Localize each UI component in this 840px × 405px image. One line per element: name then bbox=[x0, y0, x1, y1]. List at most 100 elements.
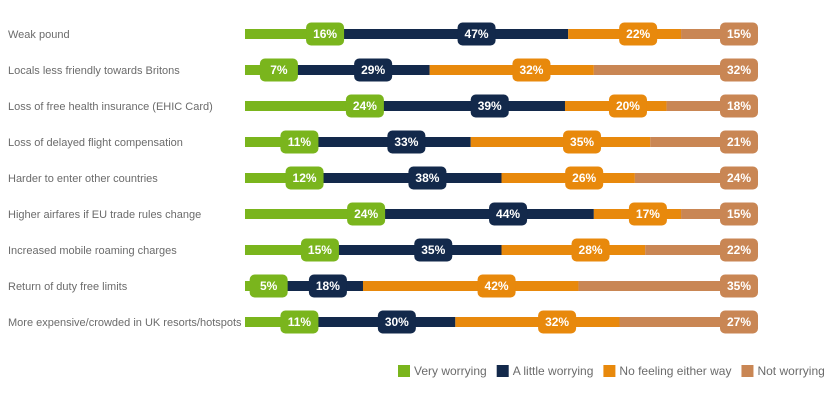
value-label-a-little-worrying: 30% bbox=[373, 310, 416, 334]
value-label-not-worrying: 15% bbox=[716, 22, 758, 46]
value-label-no-feeling-either-way: 20% bbox=[604, 94, 647, 118]
bar-segment-not-worrying bbox=[650, 137, 758, 147]
value-text: 35% bbox=[570, 135, 594, 149]
value-text: 42% bbox=[485, 279, 509, 293]
bar-segment-not-worrying bbox=[645, 245, 758, 255]
value-label-not-worrying: 18% bbox=[716, 94, 758, 118]
bar-segment-not-worrying bbox=[666, 101, 758, 111]
value-text: 15% bbox=[727, 27, 751, 41]
value-label-a-little-worrying: 47% bbox=[453, 22, 496, 46]
value-label-no-feeling-either-way: 42% bbox=[473, 274, 516, 298]
value-label-very-worrying: 12% bbox=[281, 166, 324, 190]
value-label-not-worrying: 32% bbox=[716, 58, 758, 82]
category-label-loss-of-free-health-insurance-ehic-card: Loss of free health insurance (EHIC Card… bbox=[8, 101, 213, 113]
legend-swatch bbox=[603, 365, 616, 377]
category-label-locals-less-friendly-towards-britons: Locals less friendly towards Britons bbox=[8, 65, 180, 77]
value-text: 12% bbox=[293, 171, 317, 185]
legend-item-very-worrying: Very worrying bbox=[398, 364, 487, 378]
bar-row: 11% 30% 32% 27% bbox=[245, 310, 758, 334]
value-label-very-worrying: 5% bbox=[245, 274, 288, 298]
value-label-a-little-worrying: 39% bbox=[466, 94, 509, 118]
legend-label: Very worrying bbox=[414, 364, 487, 378]
value-label-a-little-worrying: 29% bbox=[350, 58, 393, 82]
value-text: 24% bbox=[727, 171, 751, 185]
value-label-not-worrying: 24% bbox=[716, 166, 758, 190]
value-text: 30% bbox=[385, 315, 409, 329]
value-label-no-feeling-either-way: 32% bbox=[508, 58, 551, 82]
bar-segment-very-worrying bbox=[245, 137, 302, 147]
value-text: 15% bbox=[308, 243, 332, 257]
value-text: 35% bbox=[727, 279, 751, 293]
value-label-no-feeling-either-way: 17% bbox=[624, 202, 667, 226]
legend-label: Not worrying bbox=[757, 364, 824, 378]
legend-item-not-worrying: Not worrying bbox=[741, 364, 825, 378]
bar-segment-very-worrying bbox=[245, 245, 322, 255]
bar-segment-not-worrying bbox=[634, 173, 758, 183]
category-label-higher-airfares-if-eu-trade-rules-change: Higher airfares if EU trade rules change bbox=[8, 209, 201, 221]
bar-segment-a-little-worrying bbox=[306, 173, 502, 183]
value-text: 17% bbox=[636, 207, 660, 221]
bar-row: 15% 35% 28% 22% bbox=[245, 238, 758, 262]
bar-segment-no-feeling-either-way bbox=[362, 281, 579, 291]
value-text: 32% bbox=[519, 63, 543, 77]
value-text: 26% bbox=[572, 171, 596, 185]
value-label-not-worrying: 21% bbox=[716, 130, 758, 154]
bar-row: 7% 29% 32% 32% bbox=[245, 58, 758, 82]
value-label-a-little-worrying: 44% bbox=[485, 202, 528, 226]
value-label-a-little-worrying: 18% bbox=[304, 274, 347, 298]
value-text: 32% bbox=[727, 63, 751, 77]
bar-rows: 16% 47% 22% 15% 7% 29% 32% 32% 24% 39% 20% 18% 11% 33… bbox=[245, 22, 758, 334]
category-label-more-expensive-crowded-in-uk-resorts-hotspots: More expensive/crowded in UK resorts/hot… bbox=[8, 317, 242, 329]
value-text: 29% bbox=[361, 63, 385, 77]
bar-row: 11% 33% 35% 21% bbox=[245, 130, 758, 154]
bar-row: 24% 39% 20% 18% bbox=[245, 94, 758, 118]
value-label-very-worrying: 11% bbox=[276, 310, 319, 334]
value-label-very-worrying: 15% bbox=[296, 238, 339, 262]
value-label-not-worrying: 27% bbox=[716, 310, 758, 334]
value-text: 18% bbox=[316, 279, 340, 293]
value-label-no-feeling-either-way: 26% bbox=[561, 166, 604, 190]
category-label-weak-pound: Weak pound bbox=[8, 29, 70, 41]
bar-segment-not-worrying bbox=[619, 317, 758, 327]
value-label-no-feeling-either-way: 22% bbox=[615, 22, 658, 46]
value-text: 35% bbox=[421, 243, 445, 257]
value-text: 5% bbox=[260, 279, 278, 293]
value-text: 28% bbox=[579, 243, 603, 257]
value-label-very-worrying: 16% bbox=[302, 22, 345, 46]
bar-segment-very-worrying bbox=[245, 29, 328, 39]
category-label-increased-mobile-roaming-charges: Increased mobile roaming charges bbox=[8, 245, 177, 257]
bar-segment-very-worrying bbox=[245, 173, 307, 183]
bar-segment-very-worrying bbox=[245, 101, 367, 111]
bar-row: 16% 47% 22% 15% bbox=[245, 22, 758, 46]
bar-row: 5% 18% 42% 35% bbox=[245, 274, 758, 298]
legend-item-no-feeling-either-way: No feeling either way bbox=[603, 364, 731, 378]
value-text: 44% bbox=[496, 207, 520, 221]
value-text: 7% bbox=[270, 63, 288, 77]
value-text: 32% bbox=[545, 315, 569, 329]
value-text: 11% bbox=[288, 315, 312, 329]
value-label-very-worrying: 24% bbox=[343, 202, 386, 226]
value-label-not-worrying: 22% bbox=[716, 238, 758, 262]
value-label-very-worrying: 11% bbox=[276, 130, 319, 154]
value-label-a-little-worrying: 35% bbox=[410, 238, 453, 262]
legend-label: No feeling either way bbox=[619, 364, 731, 378]
value-text: 22% bbox=[727, 243, 751, 257]
bar-segment-not-worrying bbox=[593, 65, 758, 75]
value-label-very-worrying: 7% bbox=[255, 58, 298, 82]
value-label-no-feeling-either-way: 32% bbox=[534, 310, 577, 334]
value-text: 21% bbox=[727, 135, 751, 149]
value-label-a-little-worrying: 33% bbox=[383, 130, 426, 154]
value-text: 15% bbox=[727, 207, 751, 221]
legend-label: A little worrying bbox=[513, 364, 594, 378]
bar-segment-very-worrying bbox=[245, 209, 369, 219]
value-label-no-feeling-either-way: 35% bbox=[559, 130, 602, 154]
bar-segment-a-little-worrying bbox=[368, 209, 594, 219]
legend-swatch bbox=[741, 365, 754, 377]
category-label-return-of-duty-free-limits: Return of duty free limits bbox=[8, 281, 128, 293]
value-text: 22% bbox=[626, 27, 650, 41]
value-label-not-worrying: 35% bbox=[716, 274, 758, 298]
value-text: 24% bbox=[353, 99, 377, 113]
bar-segment-very-worrying bbox=[245, 317, 302, 327]
value-text: 27% bbox=[727, 315, 751, 329]
